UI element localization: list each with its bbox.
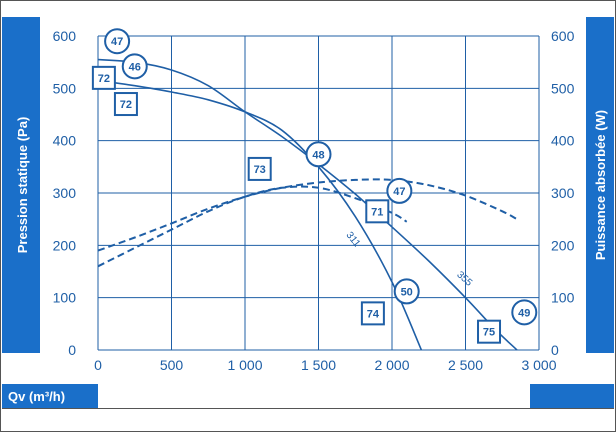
y2-axis-title: Puissance absorbée (W) bbox=[593, 110, 608, 260]
square-marker-label: 75 bbox=[483, 327, 495, 339]
circle-marker-label: 47 bbox=[111, 36, 123, 48]
circle-marker-label: 48 bbox=[312, 149, 324, 161]
power-curve-3 bbox=[97, 178, 518, 252]
x-axis-band-right bbox=[530, 384, 614, 408]
square-marker-label: 72 bbox=[120, 99, 132, 111]
circle-marker bbox=[386, 177, 413, 204]
square-marker bbox=[113, 92, 138, 117]
square-marker bbox=[360, 301, 385, 326]
power-curve-2 bbox=[97, 185, 408, 268]
circle-marker bbox=[393, 278, 420, 305]
square-marker-label: 74 bbox=[367, 308, 380, 320]
circle-marker-label: 46 bbox=[129, 61, 141, 73]
square-marker bbox=[91, 65, 116, 90]
circle-marker-label: 50 bbox=[401, 286, 413, 298]
square-marker bbox=[477, 319, 502, 344]
circle-marker-label: 47 bbox=[393, 186, 405, 198]
right-axis-band bbox=[586, 17, 614, 353]
circle-marker bbox=[121, 53, 148, 80]
square-marker bbox=[365, 199, 390, 224]
x-tick-label: 0 bbox=[94, 357, 102, 373]
circle-marker bbox=[511, 299, 538, 326]
square-marker bbox=[247, 156, 272, 181]
y-tick-label: 300 bbox=[53, 185, 77, 201]
y-tick-label: 200 bbox=[53, 237, 77, 253]
circle-marker bbox=[305, 141, 332, 168]
x-axis-title: Qv (m³/h) bbox=[8, 389, 65, 404]
x-tick-label: 500 bbox=[160, 357, 184, 373]
x-tick-label: 1 500 bbox=[301, 357, 336, 373]
y-axis-title: Pression statique (Pa) bbox=[15, 117, 30, 254]
circle-marker-label: 49 bbox=[518, 307, 530, 319]
y-tick-label: 500 bbox=[53, 80, 77, 96]
pressure-curve-311 bbox=[97, 79, 423, 351]
square-marker-label: 72 bbox=[98, 73, 110, 85]
circle-marker bbox=[104, 28, 131, 55]
y2-tick-label: 300 bbox=[551, 185, 575, 201]
y2-tick-label: 100 bbox=[551, 290, 575, 306]
x-axis-band bbox=[2, 384, 98, 408]
y2-tick-label: 500 bbox=[551, 80, 575, 96]
x-tick-label: 2 000 bbox=[374, 357, 409, 373]
y2-tick-label: 0 bbox=[551, 342, 559, 358]
square-marker-label: 71 bbox=[371, 206, 383, 218]
x-tick-label: 2 500 bbox=[448, 357, 483, 373]
left-axis-band bbox=[2, 17, 40, 353]
y2-tick-label: 200 bbox=[551, 237, 575, 253]
y2-tick-label: 600 bbox=[551, 28, 575, 44]
y-tick-label: 600 bbox=[53, 28, 77, 44]
y2-tick-label: 400 bbox=[551, 133, 575, 149]
x-tick-label: 1 000 bbox=[227, 357, 262, 373]
x-tick-label: 3 000 bbox=[521, 357, 556, 373]
y-tick-label: 400 bbox=[53, 133, 77, 149]
square-marker-label: 73 bbox=[254, 164, 266, 176]
y-tick-label: 0 bbox=[68, 342, 76, 358]
y-tick-label: 100 bbox=[53, 290, 77, 306]
